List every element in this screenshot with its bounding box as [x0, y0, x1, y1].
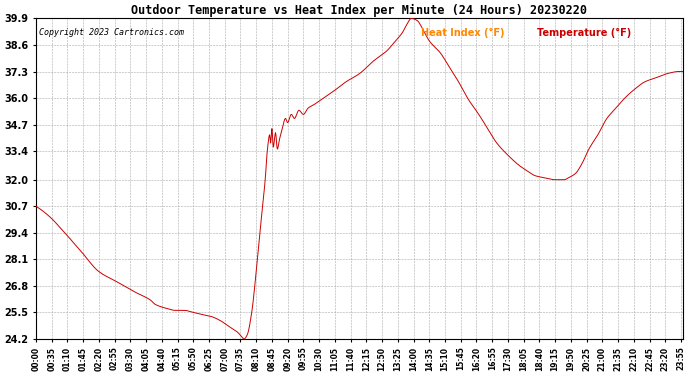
Title: Outdoor Temperature vs Heat Index per Minute (24 Hours) 20230220: Outdoor Temperature vs Heat Index per Mi…: [131, 4, 587, 17]
Text: Copyright 2023 Cartronics.com: Copyright 2023 Cartronics.com: [39, 28, 184, 37]
Text: Heat Index (°F): Heat Index (°F): [421, 28, 504, 38]
Text: Temperature (°F): Temperature (°F): [538, 28, 631, 38]
